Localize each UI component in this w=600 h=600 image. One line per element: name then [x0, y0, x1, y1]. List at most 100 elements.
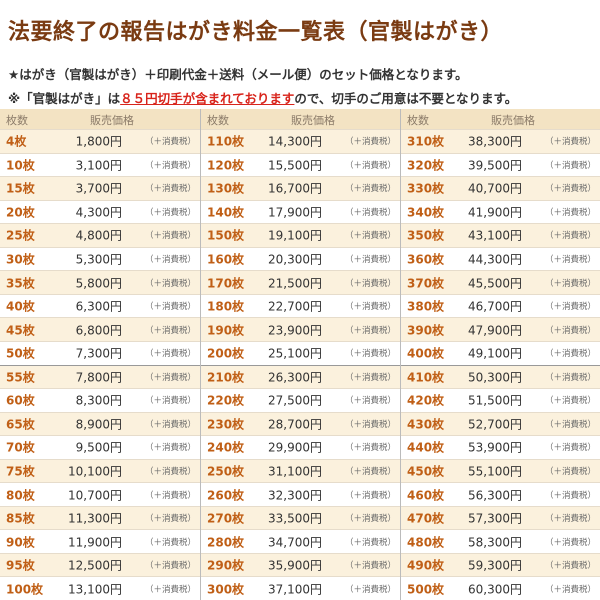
quantity: 280枚 [207, 535, 245, 550]
tax-note: （＋消費税） [544, 302, 596, 313]
table-row: 280枚 34,700円 （＋消費税） [201, 529, 400, 553]
table-row: 210枚 26,300円 （＋消費税） [201, 364, 400, 388]
price: 3,100円 [75, 158, 122, 173]
tax-note: （＋消費税） [144, 255, 196, 265]
price: 7,800円 [75, 370, 122, 385]
price: 31,100円 [268, 464, 322, 479]
quantity: 150枚 [207, 228, 245, 243]
table-row: 490枚 59,300円 （＋消費税） [401, 552, 600, 577]
price: 26,300円 [268, 370, 322, 385]
quantity: 210枚 [207, 370, 245, 385]
quantity: 430枚 [407, 417, 445, 432]
tax-note: （＋消費税） [544, 184, 596, 195]
price: 45,500円 [468, 276, 522, 291]
table-row: 170枚 21,500円 （＋消費税） [201, 270, 400, 294]
tax-note: （＋消費税） [144, 561, 196, 572]
quantity: 55枚 [6, 370, 35, 385]
quantity: 480枚 [407, 535, 445, 550]
price: 60,300円 [468, 582, 522, 597]
table-row: 470枚 57,300円 （＋消費税） [401, 505, 600, 530]
table-row: 75枚 10,100円 （＋消費税） [0, 458, 200, 483]
table-row: 500枚 60,300円 （＋消費税） [401, 576, 600, 600]
price: 8,300円 [75, 393, 122, 408]
table-row: 160枚 20,300円 （＋消費税） [201, 246, 400, 271]
table-row: 120枚 15,500円 （＋消費税） [201, 152, 400, 177]
table-row: 55枚 7,800円 （＋消費税） [0, 364, 200, 388]
table-row: 290枚 35,900円 （＋消費税） [201, 552, 400, 577]
tax-note: （＋消費税） [144, 160, 196, 171]
price: 52,700円 [468, 417, 522, 432]
table-row: 330枚 40,700円 （＋消費税） [401, 176, 600, 200]
price: 43,100円 [468, 228, 522, 243]
price: 14,300円 [268, 134, 322, 149]
tax-note: （＋消費税） [344, 561, 396, 572]
tax-note: （＋消費税） [344, 396, 396, 407]
table-row: 95枚 12,500円 （＋消費税） [0, 552, 200, 577]
quantity: 340枚 [407, 205, 445, 220]
price: 58,300円 [468, 535, 522, 550]
tax-note: （＋消費税） [144, 207, 196, 218]
price: 50,300円 [468, 370, 522, 385]
tax-note: （＋消費税） [144, 466, 196, 477]
tax-note: （＋消費税） [544, 160, 596, 171]
tax-note: （＋消費税） [344, 514, 396, 525]
price: 23,900円 [268, 323, 322, 338]
tax-note: （＋消費税） [344, 443, 396, 454]
price: 28,700円 [268, 417, 322, 432]
tax-note: （＋消費税） [144, 302, 196, 313]
price: 1,800円 [75, 134, 122, 149]
quantity: 160枚 [207, 252, 245, 267]
price-header: 販売価格 [291, 114, 335, 127]
tax-note: （＋消費税） [344, 372, 396, 383]
quantity: 250枚 [207, 464, 245, 479]
quantity: 25枚 [6, 228, 35, 243]
price: 51,500円 [468, 393, 522, 408]
price: 11,900円 [68, 535, 122, 550]
price: 21,500円 [268, 276, 322, 291]
tax-note: （＋消費税） [544, 514, 596, 525]
table-row: 310枚 38,300円 （＋消費税） [401, 129, 600, 153]
price: 34,700円 [268, 535, 322, 550]
tax-note: （＋消費税） [544, 466, 596, 477]
quantity: 360枚 [407, 252, 445, 267]
column-group: 枚数 販売価格 110枚 14,300円 （＋消費税） 120枚 15,500円 （＋消費税）… [200, 109, 400, 600]
price: 33,500円 [268, 511, 322, 526]
quantity: 470枚 [407, 511, 445, 526]
price: 9,500円 [75, 440, 122, 455]
price-header: 販売価格 [491, 114, 535, 127]
table-row: 300枚 37,100円 （＋消費税） [201, 576, 400, 600]
quantity: 450枚 [407, 464, 445, 479]
quantity: 95枚 [6, 558, 35, 573]
column-group: 枚数 販売価格 310枚 38,300円 （＋消費税） 320枚 39,500円 （＋消費税）… [400, 109, 600, 600]
quantity: 30枚 [6, 252, 35, 267]
note: ★はがき（官製はがき）＋印刷代金＋送料（メール便）のセット価格となります。 [8, 67, 468, 82]
table-row: 380枚 46,700円 （＋消費税） [401, 293, 600, 318]
price: 29,900円 [268, 440, 322, 455]
quantity: 20枚 [6, 205, 35, 220]
price: 7,300円 [75, 346, 122, 361]
quantity: 410枚 [407, 370, 445, 385]
table-row: 180枚 22,700円 （＋消費税） [201, 293, 400, 318]
table-row: 70枚 9,500円 （＋消費税） [0, 435, 200, 459]
price: 57,300円 [468, 511, 522, 526]
price: 55,100円 [468, 464, 522, 479]
quantity: 45枚 [6, 323, 35, 338]
table-row: 35枚 5,800円 （＋消費税） [0, 270, 200, 294]
table-row: 45枚 6,800円 （＋消費税） [0, 317, 200, 341]
qty-header: 枚数 [6, 114, 28, 127]
table-row: 480枚 58,300円 （＋消費税） [401, 529, 600, 553]
tax-note: （＋消費税） [144, 349, 196, 360]
price: 37,100円 [268, 582, 322, 597]
table-row: 85枚 11,300円 （＋消費税） [0, 505, 200, 530]
tax-note: （＋消費税） [144, 278, 196, 289]
quantity: 50枚 [6, 346, 35, 361]
quantity: 15枚 [6, 181, 35, 196]
tax-note: （＋消費税） [544, 137, 596, 148]
note-text: ※「官製はがき」は [8, 91, 121, 106]
tax-note: （＋消費税） [544, 349, 596, 360]
table-row: 100枚 13,100円 （＋消費税） [0, 576, 200, 600]
note-highlight: ８５円切手が含まれております [120, 91, 295, 106]
table-row: 410枚 50,300円 （＋消費税） [401, 364, 600, 388]
quantity: 400枚 [407, 346, 445, 361]
